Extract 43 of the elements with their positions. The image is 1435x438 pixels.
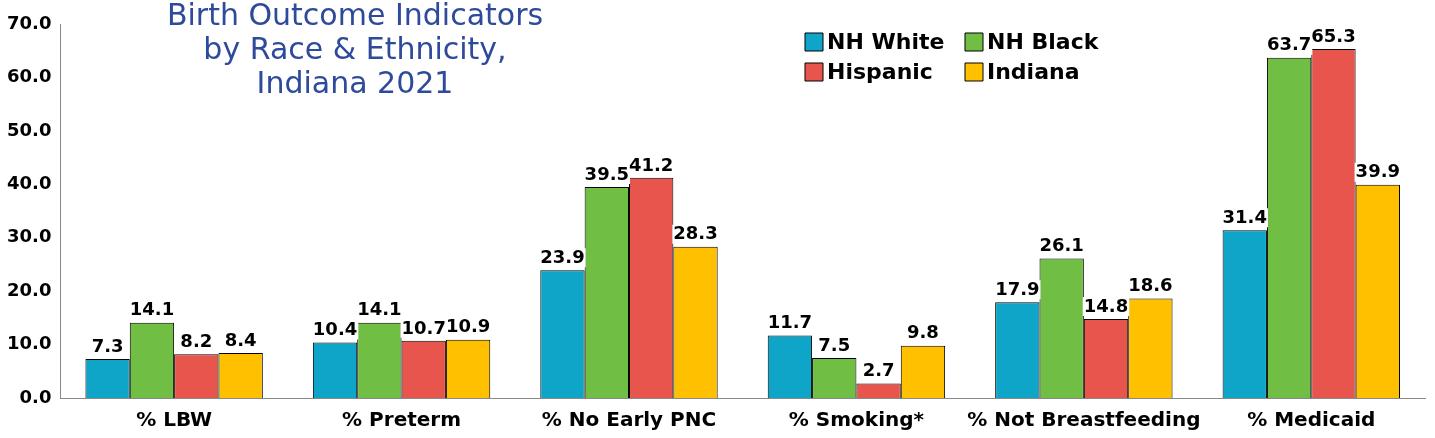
y-tick-label: 20.0 [6,278,52,300]
data-label: 8.2 [180,329,213,351]
data-label: 2.7 [862,359,895,381]
legend-label: Indiana [987,58,1080,84]
y-tick-label: 40.0 [6,171,52,193]
data-label: 63.7 [1266,33,1312,55]
y-tick-label: 50.0 [6,118,52,140]
data-label: 10.9 [445,315,491,337]
legend-label: Hispanic [827,58,933,84]
x-tick-label: % Medicaid [1247,407,1376,432]
data-label: 26.1 [1039,234,1084,256]
y-tick-label: 70.0 [6,11,52,33]
y-tick-label: 60.0 [6,65,52,87]
y-tick-label: 0.0 [19,385,52,407]
data-label: 10.4 [312,318,358,340]
data-label: 23.9 [540,245,585,267]
legend-label: NH Black [987,28,1100,54]
data-label: 8.4 [224,328,257,350]
data-label: 41.2 [628,153,674,175]
data-label: 7.3 [91,334,124,356]
x-tick-label: % Smoking* [788,407,925,432]
y-tick-label: 30.0 [6,225,52,247]
data-label: 14.1 [129,298,175,320]
data-label: 17.9 [995,278,1040,300]
x-tick-label: % LBW [136,407,213,432]
data-label: 28.3 [673,222,718,244]
data-label: 31.4 [1222,205,1267,227]
x-tick-label: % Preterm [342,407,462,432]
data-label: 39.9 [1355,160,1401,182]
data-label: 14.8 [1083,294,1129,316]
data-label: 11.7 [767,311,813,333]
data-label: 10.7 [401,316,446,338]
data-label: 39.5 [584,162,630,184]
data-label: 18.6 [1128,274,1173,296]
x-tick-label: % Not Breastfeeding [967,407,1201,432]
data-label: 9.8 [907,321,939,343]
x-tick-label: % No Early PNC [541,407,717,432]
data-label: 65.3 [1311,24,1356,46]
data-label: 14.1 [357,298,402,320]
data-label: 7.5 [818,333,851,355]
chart-title: Birth Outcome Indicators by Race & Ethnicity, Indiana 2021 [166,0,544,100]
legend-label: NH White [827,28,945,54]
y-tick-label: 10.0 [6,332,52,354]
